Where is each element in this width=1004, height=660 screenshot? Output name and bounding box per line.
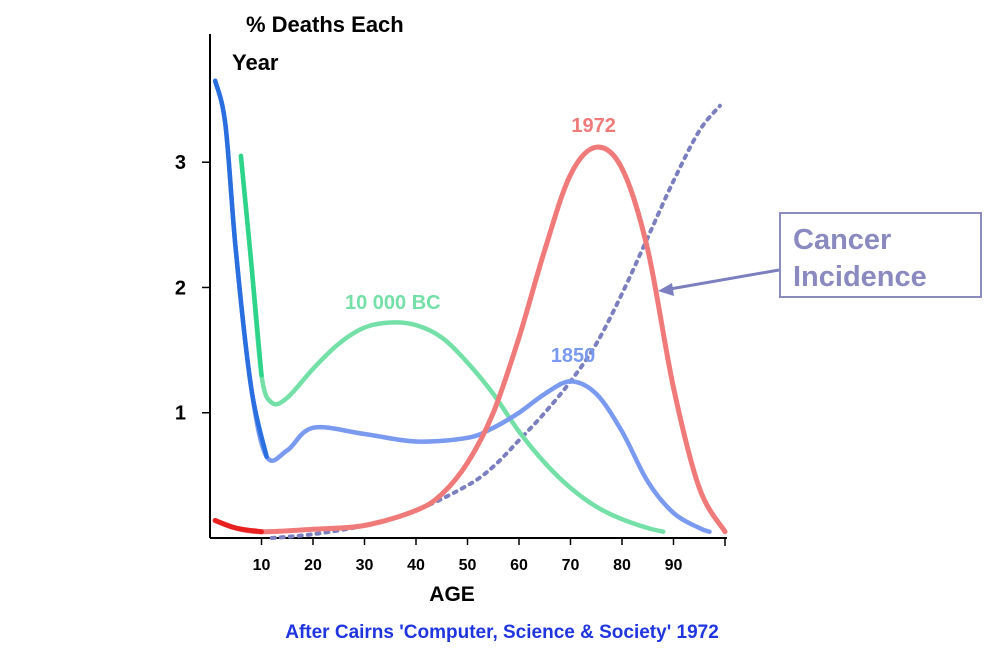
y-axis-label-line1: % Deaths Each <box>246 12 404 37</box>
x-tick-label: 60 <box>510 557 528 574</box>
y-axis-label-line2: Year <box>232 50 279 75</box>
series-1850-line <box>212 78 712 534</box>
series-10000bc-early-segment <box>238 153 264 378</box>
series-1972-early-segment <box>212 518 264 535</box>
cancer-legend-line1: Cancer <box>793 224 892 256</box>
cancer-pointer-arrowhead <box>658 283 674 296</box>
y-tick-label: 2 <box>175 277 186 299</box>
x-tick-label: 50 <box>459 557 477 574</box>
x-axis-label: AGE <box>429 583 475 606</box>
series-10000bc-line <box>238 153 666 534</box>
series-label-1850: 1850 <box>551 345 596 367</box>
x-tick-label: 10 <box>253 557 271 574</box>
series-cancer-incidence-line <box>269 103 722 540</box>
x-tick-label: 40 <box>407 557 425 574</box>
source-caption: After Cairns 'Computer, Science & Societ… <box>285 622 719 643</box>
x-tick-label: 20 <box>304 557 322 574</box>
cancer-pointer-line <box>669 268 780 291</box>
x-tick-label: 80 <box>613 557 631 574</box>
y-tick-label: 1 <box>175 403 186 425</box>
cancer-legend-line2: Incidence <box>793 261 927 293</box>
series-label-1972: 1972 <box>571 115 616 137</box>
cancer-incidence-legend: Cancer Incidence <box>779 212 982 298</box>
x-tick-label: 30 <box>356 557 374 574</box>
x-tick-label: 70 <box>562 557 580 574</box>
series-1972-line <box>212 144 728 535</box>
series-label-10000bc: 10 000 BC <box>345 292 441 314</box>
series-1850-early-segment <box>212 78 269 459</box>
x-tick-label: 90 <box>665 557 683 574</box>
y-tick-label: 3 <box>175 152 186 174</box>
